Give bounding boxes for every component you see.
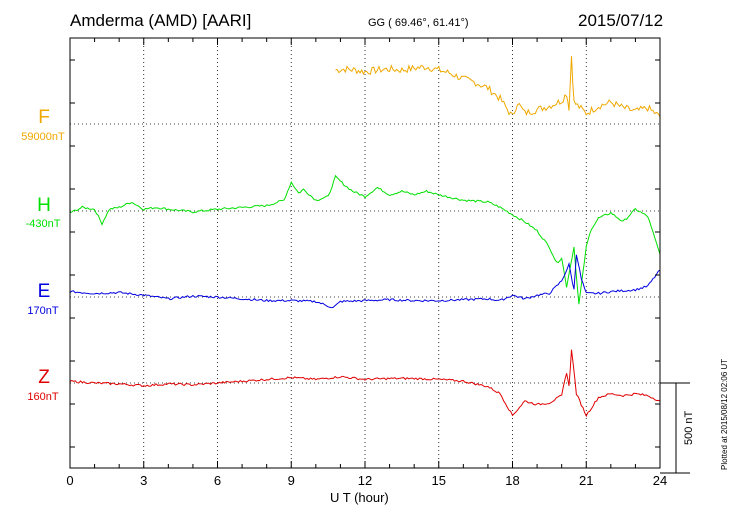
x-tick-label: 6 [214, 473, 221, 488]
baseline-label-z: 160nT [27, 391, 59, 403]
series-line-z [69, 349, 661, 418]
plot-date: 2015/07/12 [578, 11, 664, 30]
baseline-label-e: 170nT [27, 305, 59, 317]
axis-layer: 0 3 6 9 12 15 18 21 24 [66, 37, 690, 488]
x-tick-label: 18 [505, 473, 519, 488]
x-tick-label: 3 [140, 473, 147, 488]
x-tick-label: 21 [579, 473, 593, 488]
x-tick-label: 0 [66, 473, 73, 488]
component-label-h: H [37, 195, 51, 216]
plotted-timestamp: Plotted at 2015/08/12 02:06 UT [720, 358, 729, 470]
geographic-coordinates: GG ( 69.46°, 61.41°) [368, 17, 469, 29]
component-label-z: Z [38, 367, 50, 388]
x-tick-label: 15 [432, 473, 446, 488]
x-axis-title: U T (hour) [330, 490, 389, 505]
x-tick-label: 9 [288, 473, 295, 488]
scale-bar-label: 500 nT [683, 410, 695, 445]
series-line-f [335, 56, 661, 118]
grid-layer [70, 38, 660, 468]
x-tick-label: 24 [653, 473, 667, 488]
series-line-h [69, 174, 661, 305]
component-label-f: F [38, 107, 50, 128]
series-line-e [69, 254, 661, 309]
component-label-e: E [37, 281, 51, 302]
series-layer [69, 56, 661, 418]
baseline-label-h: -430nT [25, 218, 61, 230]
station-title: Amderma (AMD) [AARI] [70, 11, 252, 30]
baseline-label-f: 59000nT [21, 131, 65, 143]
x-tick-label: 12 [358, 473, 372, 488]
